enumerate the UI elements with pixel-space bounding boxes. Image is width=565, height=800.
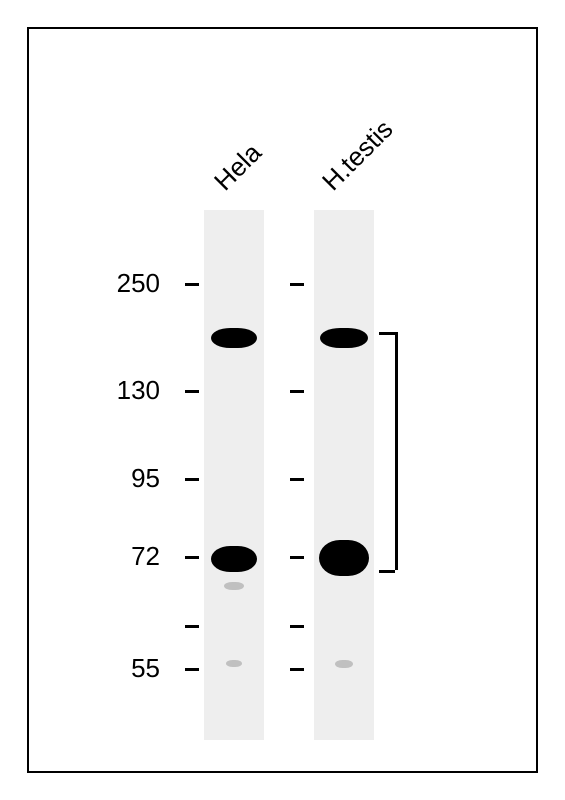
- tick-mid-72: [290, 556, 304, 559]
- band-hela-faint-2: [226, 660, 242, 667]
- band-hela-upper: [211, 328, 257, 348]
- mw-label-250: 250: [100, 268, 160, 299]
- tick-l1-72: [185, 556, 199, 559]
- tick-mid-130: [290, 390, 304, 393]
- band-htestis-lower: [319, 540, 369, 576]
- band-hela-faint-1: [224, 582, 244, 590]
- band-htestis-faint-1: [335, 660, 353, 668]
- mw-label-55: 55: [100, 653, 160, 684]
- tick-l1-mid: [185, 625, 199, 628]
- tick-l1-250: [185, 283, 199, 286]
- tick-mid-55: [290, 668, 304, 671]
- tick-mid-95: [290, 478, 304, 481]
- bracket-vertical: [395, 332, 398, 570]
- band-htestis-upper: [320, 328, 368, 348]
- mw-label-72: 72: [100, 541, 160, 572]
- tick-mid-250: [290, 283, 304, 286]
- tick-l1-55: [185, 668, 199, 671]
- mw-label-130: 130: [100, 375, 160, 406]
- tick-mid-mid: [290, 625, 304, 628]
- tick-l1-95: [185, 478, 199, 481]
- bracket-top-arm: [379, 332, 395, 335]
- band-hela-lower: [211, 546, 257, 572]
- tick-l1-130: [185, 390, 199, 393]
- mw-label-95: 95: [100, 463, 160, 494]
- bracket-bottom-arm: [379, 570, 395, 573]
